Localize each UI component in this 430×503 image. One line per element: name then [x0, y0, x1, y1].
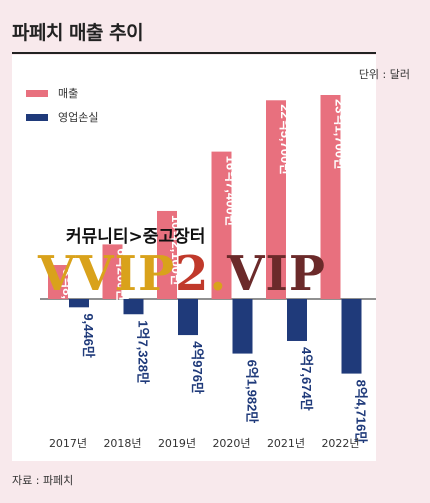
bar-label-sales: 16억7,400만 [224, 156, 239, 227]
x-tick-label: 2022년 [321, 437, 359, 450]
bar-loss [287, 299, 307, 341]
bar-label-loss: 4억976만 [190, 341, 205, 394]
legend-item-loss: 영업손실 [26, 109, 98, 125]
legend-swatch-loss [26, 113, 48, 121]
bar-loss [178, 299, 198, 336]
watermark-logo-a: VVIP [38, 246, 176, 302]
bar-label-loss: 1억7,328만 [136, 320, 151, 384]
bar-sales [211, 151, 232, 299]
bar-loss [341, 299, 362, 374]
bar-label-sales: 6억200만 [115, 248, 130, 301]
bar-label-loss: 6억1,982만 [245, 360, 260, 424]
watermark-logo: VVIP2.VIP [38, 246, 326, 302]
watermark-logo-num: 2 [175, 246, 210, 302]
x-tick-label: 2021년 [267, 437, 305, 450]
chart-title: 파페치 매출 추이 [12, 22, 144, 44]
x-tick-label: 2017년 [49, 437, 87, 450]
x-tick-label: 2018년 [103, 437, 141, 450]
bar-loss [123, 299, 144, 315]
bar-loss [69, 299, 89, 308]
chart-panel [12, 55, 376, 461]
bar-label-sales: 10억2,100만 [169, 215, 184, 286]
bar-sales [102, 244, 123, 299]
legend-label-loss: 영업손실 [58, 111, 99, 124]
bar-label-loss: 4억7,674만 [299, 347, 314, 411]
unit-label: 단위 : 달러 [358, 68, 410, 81]
watermark-community-text: 커뮤니티>중고장터 [66, 227, 206, 247]
bar-sales [320, 95, 341, 299]
bar-sales [266, 100, 286, 300]
title-rule [12, 52, 376, 54]
legend-label-sales: 매출 [58, 87, 79, 100]
source-note: 자료 : 파페치 [12, 474, 74, 487]
x-tick-label: 2019년 [158, 437, 196, 450]
legend-swatch-sales [26, 89, 48, 97]
bar-label-sales: 22억5,700만 [278, 104, 293, 175]
bar-loss [232, 299, 253, 354]
legend-item-sales: 매출 [26, 85, 78, 101]
bar-sales [48, 265, 68, 299]
bar-label-sales: 3억8,600만 [60, 269, 75, 333]
watermark-logo-dot: . [209, 246, 228, 302]
watermark-logo-b: VIP [227, 246, 326, 302]
bar-label-loss: 8억4,716만 [354, 380, 369, 444]
bar-label-sales: 23억1,700만 [333, 99, 348, 170]
x-tick-label: 2020년 [212, 437, 250, 450]
bar-sales [157, 210, 177, 299]
bar-label-loss: 9,446만 [81, 313, 96, 358]
